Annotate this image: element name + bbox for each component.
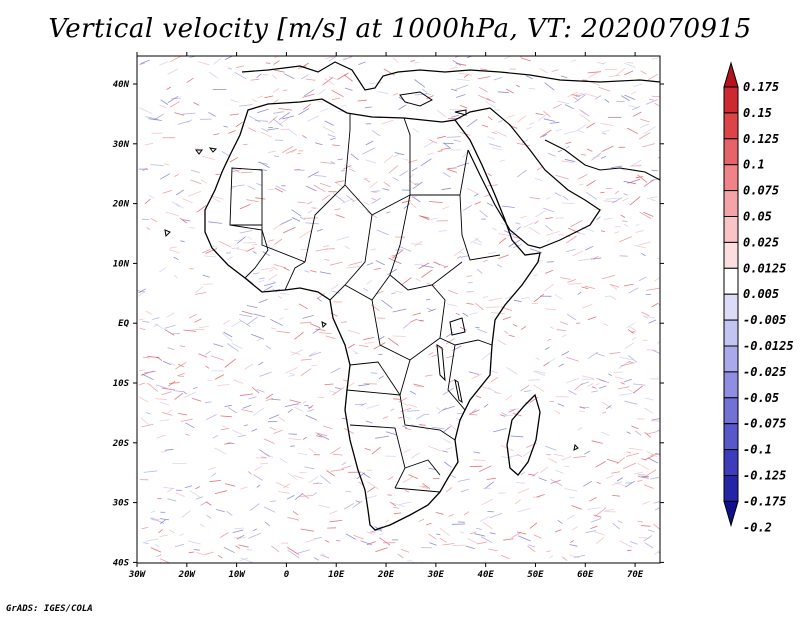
colorbar-label: -0.0125 [743, 339, 794, 353]
lon-label: 10W [228, 570, 246, 580]
lon-label: 0 [284, 570, 290, 580]
colorbar-swatch [723, 267, 739, 295]
lon-label: 20W [178, 570, 197, 580]
lat-label: EQ [118, 319, 129, 329]
map-title: Vertical velocity [m/s] at 1000hPa, VT: … [48, 14, 752, 44]
colorbar-label: 0.1 [743, 158, 765, 172]
colorbar-swatch [723, 112, 739, 140]
latitude-axis: 40N 30N 20N 10N EQ 10S 20S 30S 40S [112, 80, 664, 568]
lon-label: 50E [527, 570, 544, 580]
europe-coastline [241, 61, 660, 91]
colorbar-swatch [723, 423, 739, 451]
longitude-axis: 30W 20W 10W 0 10E 20E 30E 40E 50E 60E 70E [128, 52, 644, 580]
lon-label: 70E [627, 570, 644, 580]
persian-gulf [544, 139, 660, 181]
colorbar-label: 0.125 [743, 132, 779, 146]
colorbar-swatch [723, 138, 739, 166]
colorbar-swatch [723, 216, 739, 243]
country-borders [229, 113, 501, 493]
colorbar-label: 0.0125 [743, 261, 786, 275]
lon-label: 60E [577, 570, 594, 580]
colorbar-label: -0.175 [743, 494, 786, 508]
lon-label: 30E [427, 570, 445, 580]
lon-label: 40E [478, 570, 495, 580]
colorbar-label: 0.005 [743, 287, 779, 301]
colorbar-swatch [723, 190, 739, 218]
colorbar-label: -0.2 [743, 520, 772, 534]
map-area [137, 56, 660, 563]
lakes-and-islands [164, 91, 579, 451]
madagascar-outline [506, 393, 541, 476]
colorbar-top-arrow [723, 61, 739, 88]
colorbar-bottom-arrow [723, 500, 739, 528]
lon-label: 20E [377, 570, 395, 580]
red-sea-and-arabia [454, 107, 601, 249]
lon-label: 10E [328, 570, 345, 580]
colorbar-label: -0.075 [743, 417, 786, 431]
lat-label: 40N [113, 80, 130, 90]
lat-label: 10S [113, 379, 130, 389]
lat-label: 40S [113, 558, 130, 568]
colorbar-label: 0.075 [743, 184, 779, 198]
colorbar-swatch [723, 86, 739, 114]
colorbar: 0.175 0.15 0.125 0.1 0.075 0.05 0.025 0.0125 0.0… [723, 61, 794, 534]
colorbar-label: 0.15 [743, 106, 772, 120]
colorbar-label: -0.1 [743, 443, 772, 457]
lon-label: 30W [128, 570, 147, 580]
colorbar-swatch [723, 397, 739, 425]
colorbar-swatch [723, 371, 739, 399]
colorbar-label: -0.025 [743, 365, 786, 379]
lat-label: 10N [113, 259, 130, 269]
colorbar-label: -0.05 [743, 391, 779, 405]
colorbar-label: -0.125 [743, 469, 786, 483]
colorbar-swatch [723, 475, 739, 502]
colorbar-swatch [723, 164, 739, 192]
lat-label: 30S [112, 499, 130, 509]
colorbar-label: 0.025 [743, 235, 779, 249]
colorbar-swatch [723, 293, 739, 321]
velocity-field [137, 56, 660, 563]
colorbar-label: 0.175 [743, 80, 779, 94]
map-frame [136, 55, 661, 564]
lat-label: 20N [112, 200, 130, 210]
colorbar-label: -0.005 [743, 313, 786, 327]
lat-label: 30N [112, 140, 130, 150]
africa-coastline [204, 98, 541, 531]
credit-label: GrADS: IGES/COLA [6, 604, 93, 614]
colorbar-swatch [723, 319, 739, 347]
colorbar-swatch [723, 241, 739, 269]
colorbar-swatch [723, 345, 739, 373]
lat-label: 20S [112, 439, 130, 449]
colorbar-label: 0.05 [743, 210, 772, 224]
colorbar-swatch [723, 449, 739, 477]
